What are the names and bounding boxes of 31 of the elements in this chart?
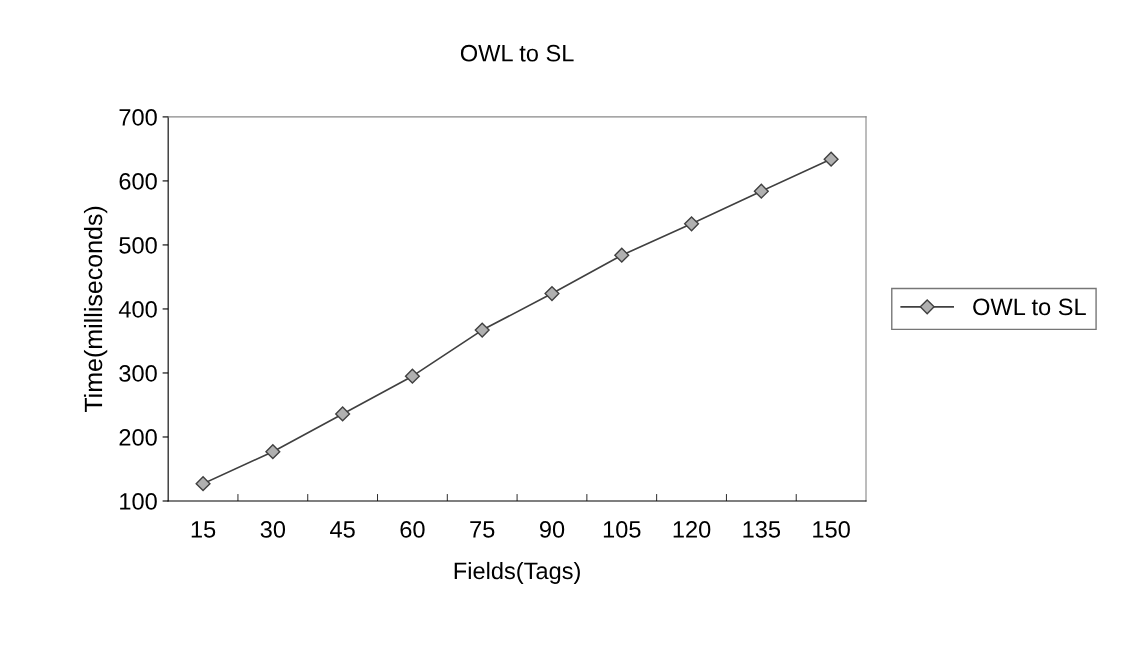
point <box>195 476 211 492</box>
point <box>683 216 700 232</box>
x-tick-label: 75 <box>470 521 495 538</box>
point <box>753 183 769 199</box>
y-tick-label: 600 <box>119 172 157 190</box>
y-tick-label: 500 <box>119 237 157 254</box>
x-tick-label: 105 <box>603 521 641 538</box>
legend-label: OWL to SL <box>973 298 1086 316</box>
x-tick-label: 90 <box>539 521 565 538</box>
x-axis-title: Fields(Tags) <box>454 561 580 584</box>
point <box>265 444 281 460</box>
x-tick-label: 120 <box>673 521 711 538</box>
x-tick-label: 60 <box>400 521 425 538</box>
point <box>544 286 560 302</box>
y-tick-label: 700 <box>119 108 157 126</box>
x-tick-label: 30 <box>260 521 286 538</box>
y-tick-label: 100 <box>120 493 157 510</box>
y-tick-label: 200 <box>119 429 157 446</box>
y-axis-title: Time(milliseconds) <box>83 206 108 413</box>
x-tick-label: 15 <box>191 521 216 538</box>
x-tick-label: 135 <box>743 521 781 538</box>
x-tick-label: 45 <box>330 521 355 538</box>
point <box>823 151 839 167</box>
y-tick-label: 300 <box>119 365 157 382</box>
y-tick-label: 400 <box>118 301 157 318</box>
point <box>335 406 351 422</box>
point <box>474 322 490 338</box>
chart-title: OWL to SL <box>460 44 574 62</box>
point <box>404 368 420 384</box>
point <box>614 247 630 263</box>
x-tick-label: 150 <box>813 521 850 538</box>
